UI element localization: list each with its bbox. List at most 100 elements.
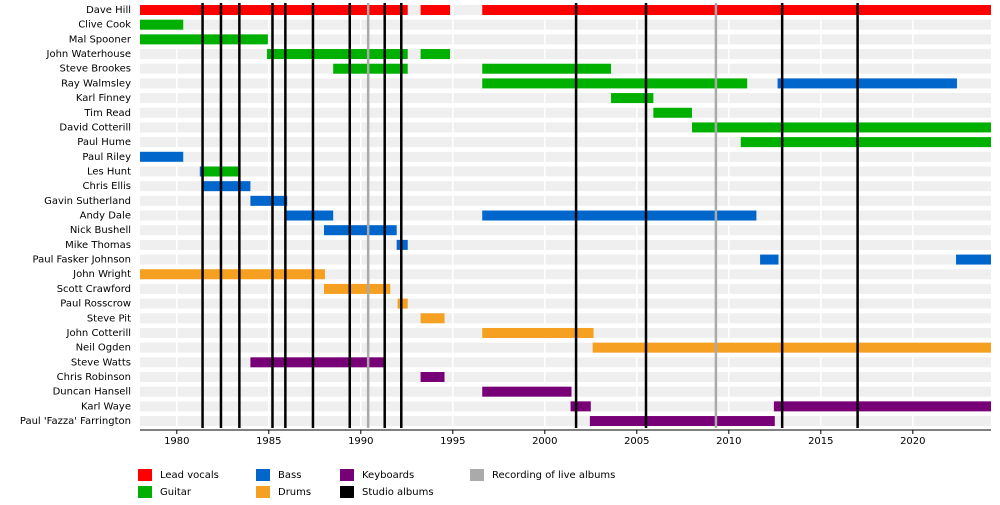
- member-name: Dave Hill: [86, 5, 131, 16]
- member-bar: [250, 195, 288, 206]
- row-stripe: [140, 313, 991, 324]
- member-name: David Cotterill: [59, 122, 131, 133]
- member-bar: [140, 151, 184, 162]
- member-bar: [140, 269, 325, 280]
- member-name: Clive Cook: [78, 20, 131, 31]
- member-bar: [324, 283, 391, 294]
- member-bar: [266, 49, 408, 60]
- member-bar: [653, 107, 692, 118]
- member-name: Mike Thomas: [65, 240, 131, 251]
- row-stripe: [140, 122, 991, 133]
- x-tick-label: 1995: [440, 436, 465, 447]
- x-tick-label: 1990: [348, 436, 373, 447]
- member-bar: [140, 19, 184, 30]
- member-bar: [140, 34, 268, 45]
- member-bar: [482, 386, 572, 397]
- member-bar: [482, 327, 594, 338]
- member-bar: [777, 78, 957, 89]
- member-name: Tim Read: [83, 108, 131, 119]
- member-bar: [611, 93, 654, 104]
- member-name: Karl Finney: [76, 93, 131, 104]
- member-name: Nick Bushell: [70, 225, 131, 236]
- member-bar: [286, 210, 334, 221]
- x-tick-label: 1980: [164, 436, 189, 447]
- row-stripe: [140, 298, 991, 309]
- member-bar: [397, 298, 408, 309]
- member-bar: [570, 401, 591, 412]
- member-name: John Wright: [72, 269, 131, 280]
- row-stripe: [140, 357, 991, 368]
- member-bar: [250, 357, 385, 368]
- member-name: Andy Dale: [80, 211, 131, 222]
- row-stripe: [140, 34, 991, 45]
- member-bar: [592, 342, 991, 353]
- legend-swatch: [470, 469, 484, 481]
- row-stripe: [140, 254, 991, 265]
- row-stripe: [140, 342, 991, 353]
- member-bar: [420, 313, 445, 324]
- legend-swatch: [256, 486, 270, 498]
- member-bar: [420, 49, 451, 60]
- legend-swatch: [256, 469, 270, 481]
- legend-swatch: [138, 469, 152, 481]
- member-name: Paul Fasker Johnson: [33, 255, 131, 266]
- member-name: Chris Ellis: [83, 181, 131, 192]
- member-bar: [482, 63, 612, 74]
- row-stripe: [140, 195, 991, 206]
- legend-swatch: [340, 486, 354, 498]
- row-stripe: [140, 93, 991, 104]
- legend-label: Studio albums: [362, 487, 434, 498]
- member-name: Neil Ogden: [76, 343, 131, 354]
- legend-label: Bass: [278, 470, 301, 481]
- x-tick-label: 2020: [900, 436, 925, 447]
- row-stripe: [140, 283, 991, 294]
- x-tick-label: 2015: [808, 436, 833, 447]
- legend-label: Keyboards: [362, 470, 414, 481]
- member-name: Steve Pit: [87, 313, 131, 324]
- member-bar: [740, 137, 991, 148]
- member-name: Paul 'Fazza' Farrington: [20, 416, 131, 427]
- member-bar: [760, 254, 779, 265]
- row-stripe: [140, 49, 991, 60]
- row-stripe: [140, 166, 991, 177]
- member-name: Scott Crawford: [57, 284, 131, 295]
- member-bar: [203, 181, 251, 192]
- member-name: Gavin Sutherland: [44, 196, 131, 207]
- member-bar: [324, 225, 397, 236]
- row-stripe: [140, 269, 991, 280]
- row-stripe: [140, 239, 991, 250]
- row-stripe: [140, 225, 991, 236]
- member-name: Mal Spooner: [69, 34, 132, 45]
- member-name: Paul Riley: [82, 152, 131, 163]
- row-stripe: [140, 416, 991, 427]
- member-name: Steve Brookes: [60, 64, 131, 75]
- member-bar: [956, 254, 991, 265]
- member-bar: [420, 5, 451, 15]
- member-name: Duncan Hansell: [53, 387, 131, 398]
- member-name: Paul Hume: [77, 137, 131, 148]
- member-name: Paul Rosscrow: [60, 299, 131, 310]
- row-stripe: [140, 372, 991, 382]
- member-name: Ray Walmsley: [61, 78, 131, 89]
- member-name: Steve Watts: [71, 357, 131, 368]
- x-tick-label: 2000: [532, 436, 557, 447]
- member-name: Chris Robinson: [57, 372, 131, 383]
- legend-label: Recording of live albums: [492, 470, 615, 481]
- legend-label: Drums: [278, 487, 311, 498]
- x-tick-label: 2005: [624, 436, 649, 447]
- member-bar: [482, 210, 757, 221]
- member-name: Les Hunt: [87, 166, 131, 177]
- legend-label: Guitar: [160, 487, 192, 498]
- member-name: John Cotterill: [66, 328, 131, 339]
- member-name: John Waterhouse: [46, 49, 131, 60]
- row-stripe: [140, 401, 991, 412]
- member-bar: [333, 63, 408, 74]
- member-bar: [589, 416, 775, 427]
- member-bar: [773, 401, 991, 412]
- x-tick-label: 2010: [716, 436, 741, 447]
- member-bar: [140, 5, 408, 15]
- row-stripe: [140, 19, 991, 30]
- row-stripe: [140, 181, 991, 192]
- legend-swatch: [340, 469, 354, 481]
